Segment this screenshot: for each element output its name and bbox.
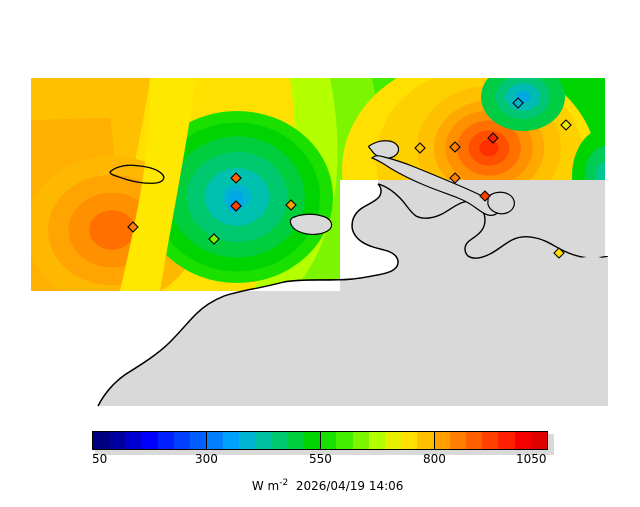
colorbar-segment bbox=[320, 432, 337, 449]
insolation-map-page: VictoriaWeather.ca -- Insolation bbox=[0, 0, 640, 493]
colorbar-tick bbox=[434, 431, 435, 450]
colorbar-segment bbox=[417, 432, 434, 449]
colorbar-segment bbox=[482, 432, 499, 449]
colorbar-segment bbox=[498, 432, 515, 449]
peninsula-head bbox=[368, 140, 400, 159]
station-marker[interactable] bbox=[553, 247, 565, 259]
coastline-southeast bbox=[377, 183, 609, 259]
colorbar-segment bbox=[466, 432, 483, 449]
colorbar-segment bbox=[271, 432, 288, 449]
timestamp: 2026/04/19 14:06 bbox=[295, 479, 404, 493]
land-southeast-fill bbox=[340, 180, 608, 406]
colorbar-segment bbox=[255, 432, 272, 449]
land-east-notch bbox=[560, 256, 608, 291]
colorbar-tick-label-300: 300 bbox=[195, 452, 218, 466]
colorbar-tick-label-550: 550 bbox=[309, 452, 332, 466]
colorbar-segment bbox=[352, 432, 369, 449]
colorbar-segment bbox=[238, 432, 256, 449]
colorbar-segment bbox=[287, 432, 304, 449]
colorbar-segment bbox=[125, 432, 142, 449]
colorbar-shadow-right bbox=[548, 434, 554, 453]
colorbar-shadow-bottom bbox=[95, 450, 554, 455]
units-prefix: W m bbox=[251, 479, 280, 493]
station-marker[interactable] bbox=[512, 97, 524, 109]
colorbar-segment bbox=[514, 432, 531, 449]
colorbar-segment bbox=[401, 432, 418, 449]
colorbar-segment bbox=[93, 432, 110, 449]
station-marker[interactable] bbox=[449, 141, 461, 153]
mask-left bbox=[0, 0, 31, 480]
colorbar-segment bbox=[449, 432, 467, 449]
units-spacer bbox=[288, 479, 296, 493]
northeast-minimum-blob bbox=[481, 78, 565, 131]
colorbar-segment bbox=[368, 432, 385, 449]
colorbar-segment bbox=[190, 432, 207, 449]
units-and-timestamp: W m-2 2026/04/19 14:06 bbox=[0, 464, 640, 507]
peninsula-east-knob bbox=[487, 191, 515, 215]
station-markers bbox=[127, 97, 572, 259]
station-marker[interactable] bbox=[479, 190, 491, 202]
insolation-map bbox=[0, 0, 640, 480]
colorbar-segment bbox=[174, 432, 191, 449]
colorbar-segment bbox=[157, 432, 175, 449]
colorbar-tick bbox=[320, 431, 321, 450]
colorbar-tick bbox=[206, 431, 207, 450]
colorbar-segment bbox=[530, 432, 548, 449]
station-marker[interactable] bbox=[208, 233, 220, 245]
island-coastal-left bbox=[289, 213, 333, 235]
colorbar-tick-label-800: 800 bbox=[423, 452, 446, 466]
station-marker[interactable] bbox=[487, 132, 499, 144]
colorbar bbox=[92, 431, 554, 455]
colorbar-segment bbox=[206, 432, 223, 449]
island-outline-west bbox=[109, 164, 165, 184]
colorbar-segment bbox=[222, 432, 239, 449]
land-south-fill bbox=[98, 184, 398, 406]
colorbar-segment bbox=[141, 432, 158, 449]
station-marker[interactable] bbox=[127, 221, 139, 233]
coastline-south-overlay bbox=[97, 183, 399, 407]
station-marker[interactable] bbox=[230, 200, 242, 212]
colorbar-segments[interactable] bbox=[92, 431, 548, 450]
station-marker[interactable] bbox=[414, 142, 426, 154]
colorbar-segment bbox=[303, 432, 321, 449]
colorbar-max-label: 1050 bbox=[516, 452, 547, 466]
colorbar-min-label: 50 bbox=[92, 452, 108, 466]
mask-southwest-sea bbox=[31, 180, 398, 406]
colorbar-segment bbox=[336, 432, 353, 449]
station-marker[interactable] bbox=[230, 172, 242, 184]
station-marker[interactable] bbox=[560, 119, 572, 131]
colorbar-segment bbox=[384, 432, 402, 449]
mask-right bbox=[605, 0, 640, 256]
band-yellow-wedge bbox=[120, 78, 196, 291]
station-marker[interactable] bbox=[449, 172, 461, 184]
colorbar-segment bbox=[433, 432, 450, 449]
colorbar-segment bbox=[109, 432, 126, 449]
mask-top bbox=[0, 0, 640, 78]
station-marker[interactable] bbox=[285, 199, 297, 211]
